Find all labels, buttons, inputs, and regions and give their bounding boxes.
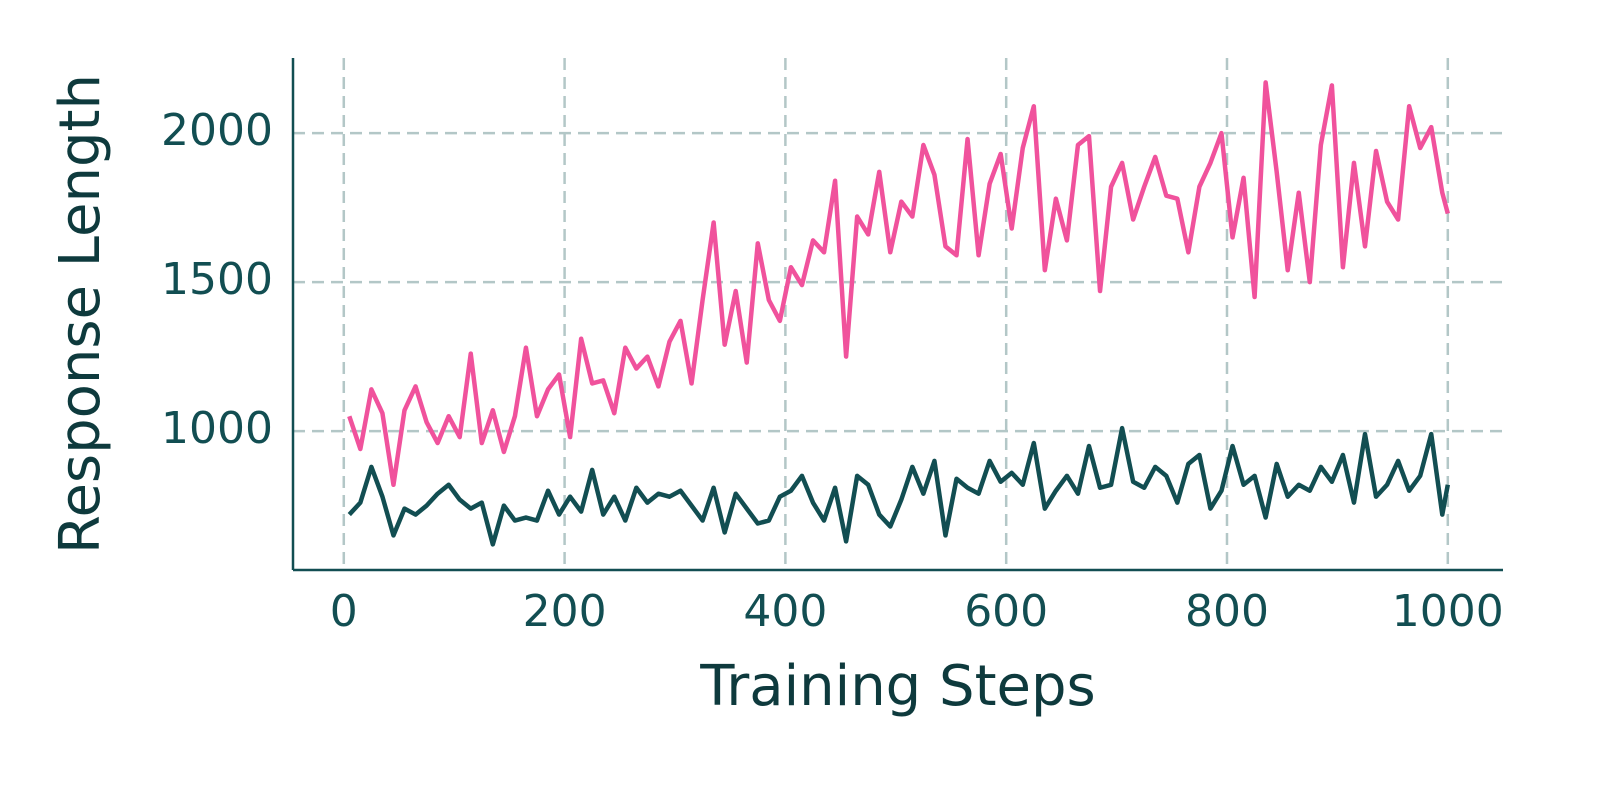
x-tick-label: 800	[1185, 586, 1269, 637]
y-tick-label: 1000	[161, 403, 273, 454]
series-line	[347, 80, 1450, 488]
y-tick-label: 1500	[161, 254, 273, 305]
x-tick-label: 1000	[1392, 586, 1504, 637]
x-tick-label: 600	[964, 586, 1048, 637]
series-line	[347, 425, 1451, 547]
y-tick-label: 2000	[161, 105, 273, 156]
x-tick-label: 0	[330, 586, 358, 637]
x-tick-label: 200	[523, 586, 607, 637]
x-tick-label: 400	[743, 586, 827, 637]
x-axis-label: Training Steps	[699, 654, 1095, 719]
y-axis-label: Response Length	[48, 74, 113, 554]
